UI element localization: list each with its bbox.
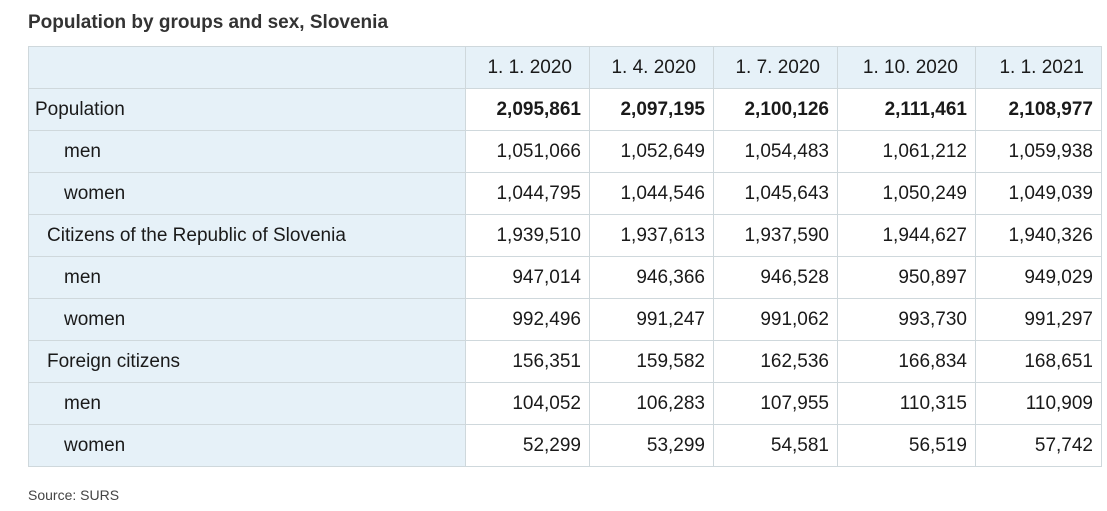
table-row: men 1,051,066 1,052,649 1,054,483 1,061,… [28, 130, 1102, 173]
row-label: men [28, 256, 466, 299]
cell-value: 56,519 [837, 424, 976, 467]
source-note: Source: SURS [28, 487, 120, 503]
table-row: women 52,299 53,299 54,581 56,519 57,742 [28, 424, 1102, 467]
cell-value: 110,909 [975, 382, 1102, 425]
cell-value: 946,366 [589, 256, 714, 299]
cell-value: 1,939,510 [465, 214, 590, 257]
row-label: women [28, 172, 466, 215]
cell-value: 1,937,590 [713, 214, 838, 257]
cell-value: 1,052,649 [589, 130, 714, 173]
cell-value: 2,111,461 [837, 88, 976, 131]
cell-value: 2,108,977 [975, 88, 1102, 131]
table-row: Population 2,095,861 2,097,195 2,100,126… [28, 88, 1102, 131]
row-label: Citizens of the Republic of Slovenia [28, 214, 466, 257]
cell-value: 54,581 [713, 424, 838, 467]
table-title: Population by groups and sex, Slovenia [28, 12, 389, 33]
row-label: men [28, 130, 466, 173]
cell-value: 991,062 [713, 298, 838, 341]
cell-value: 1,049,039 [975, 172, 1102, 215]
table-row: women 1,044,795 1,044,546 1,045,643 1,05… [28, 172, 1102, 215]
cell-value: 166,834 [837, 340, 976, 383]
cell-value: 2,097,195 [589, 88, 714, 131]
cell-value: 168,651 [975, 340, 1102, 383]
table-row: men 104,052 106,283 107,955 110,315 110,… [28, 382, 1102, 425]
cell-value: 104,052 [465, 382, 590, 425]
table-row: Citizens of the Republic of Slovenia 1,9… [28, 214, 1102, 257]
column-header: 1. 1. 2021 [975, 46, 1102, 89]
cell-value: 1,044,546 [589, 172, 714, 215]
cell-value: 946,528 [713, 256, 838, 299]
cell-value: 1,044,795 [465, 172, 590, 215]
cell-value: 950,897 [837, 256, 976, 299]
cell-value: 57,742 [975, 424, 1102, 467]
cell-value: 2,100,126 [713, 88, 838, 131]
cell-value: 52,299 [465, 424, 590, 467]
cell-value: 1,050,249 [837, 172, 976, 215]
cell-value: 949,029 [975, 256, 1102, 299]
column-header: 1. 7. 2020 [713, 46, 838, 89]
cell-value: 991,247 [589, 298, 714, 341]
row-label: women [28, 424, 466, 467]
cell-value: 106,283 [589, 382, 714, 425]
row-label: Foreign citizens [28, 340, 466, 383]
cell-value: 991,297 [975, 298, 1102, 341]
cell-value: 947,014 [465, 256, 590, 299]
table-row: women 992,496 991,247 991,062 993,730 99… [28, 298, 1102, 341]
row-label: women [28, 298, 466, 341]
cell-value: 1,059,938 [975, 130, 1102, 173]
header-row: 1. 1. 2020 1. 4. 2020 1. 7. 2020 1. 10. … [28, 46, 1102, 89]
cell-value: 107,955 [713, 382, 838, 425]
cell-value: 1,045,643 [713, 172, 838, 215]
column-header: 1. 10. 2020 [837, 46, 976, 89]
cell-value: 1,061,212 [837, 130, 976, 173]
cell-value: 2,095,861 [465, 88, 590, 131]
cell-value: 1,937,613 [589, 214, 714, 257]
population-table: 1. 1. 2020 1. 4. 2020 1. 7. 2020 1. 10. … [28, 46, 1102, 467]
column-header: 1. 1. 2020 [465, 46, 590, 89]
header-corner-cell [28, 46, 466, 89]
cell-value: 110,315 [837, 382, 976, 425]
column-header: 1. 4. 2020 [589, 46, 714, 89]
cell-value: 992,496 [465, 298, 590, 341]
cell-value: 1,944,627 [837, 214, 976, 257]
row-label: Population [28, 88, 466, 131]
cell-value: 1,051,066 [465, 130, 590, 173]
table-row: Foreign citizens 156,351 159,582 162,536… [28, 340, 1102, 383]
cell-value: 1,054,483 [713, 130, 838, 173]
cell-value: 159,582 [589, 340, 714, 383]
cell-value: 53,299 [589, 424, 714, 467]
cell-value: 156,351 [465, 340, 590, 383]
cell-value: 993,730 [837, 298, 976, 341]
cell-value: 162,536 [713, 340, 838, 383]
cell-value: 1,940,326 [975, 214, 1102, 257]
table-row: men 947,014 946,366 946,528 950,897 949,… [28, 256, 1102, 299]
row-label: men [28, 382, 466, 425]
